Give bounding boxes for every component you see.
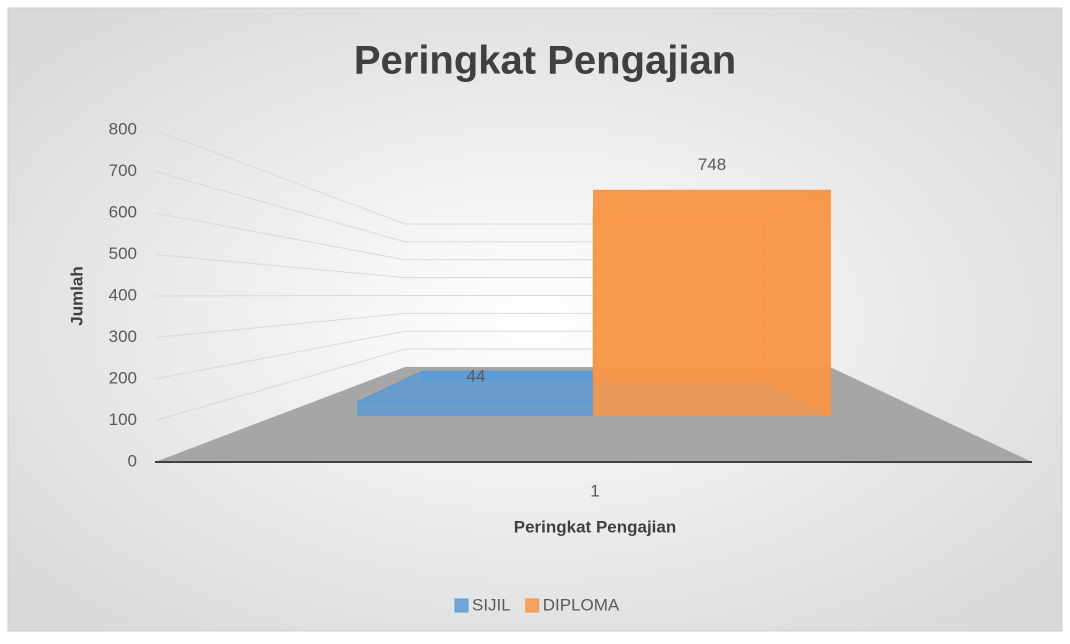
y-tick-label: 200 — [109, 368, 137, 387]
data-label: 44 — [467, 366, 486, 385]
y-tick-label: 700 — [109, 161, 137, 180]
chart-area — [7, 7, 1063, 632]
y-tick-label: 800 — [109, 119, 137, 138]
legend-label: DIPLOMA — [543, 595, 620, 614]
chart-title: Peringkat Pengajian — [354, 39, 736, 83]
y-tick-label: 0 — [128, 451, 137, 470]
data-label: 748 — [698, 155, 726, 174]
bar-front — [357, 401, 595, 416]
y-tick-label: 100 — [109, 410, 137, 429]
legend-label: SIJIL — [472, 595, 511, 614]
x-axis-title: Peringkat Pengajian — [514, 517, 677, 536]
y-tick-label: 300 — [109, 327, 137, 346]
y-tick-label: 600 — [109, 202, 137, 221]
y-tick-label: 500 — [109, 244, 137, 263]
legend-swatch — [525, 598, 540, 613]
y-tick-label: 400 — [109, 285, 137, 304]
y-axis-title: Jumlah — [67, 266, 86, 326]
bar — [357, 370, 595, 416]
bar — [592, 189, 831, 417]
bar-front — [593, 189, 831, 416]
x-tick-label: 1 — [590, 481, 599, 500]
legend-swatch — [454, 598, 469, 613]
